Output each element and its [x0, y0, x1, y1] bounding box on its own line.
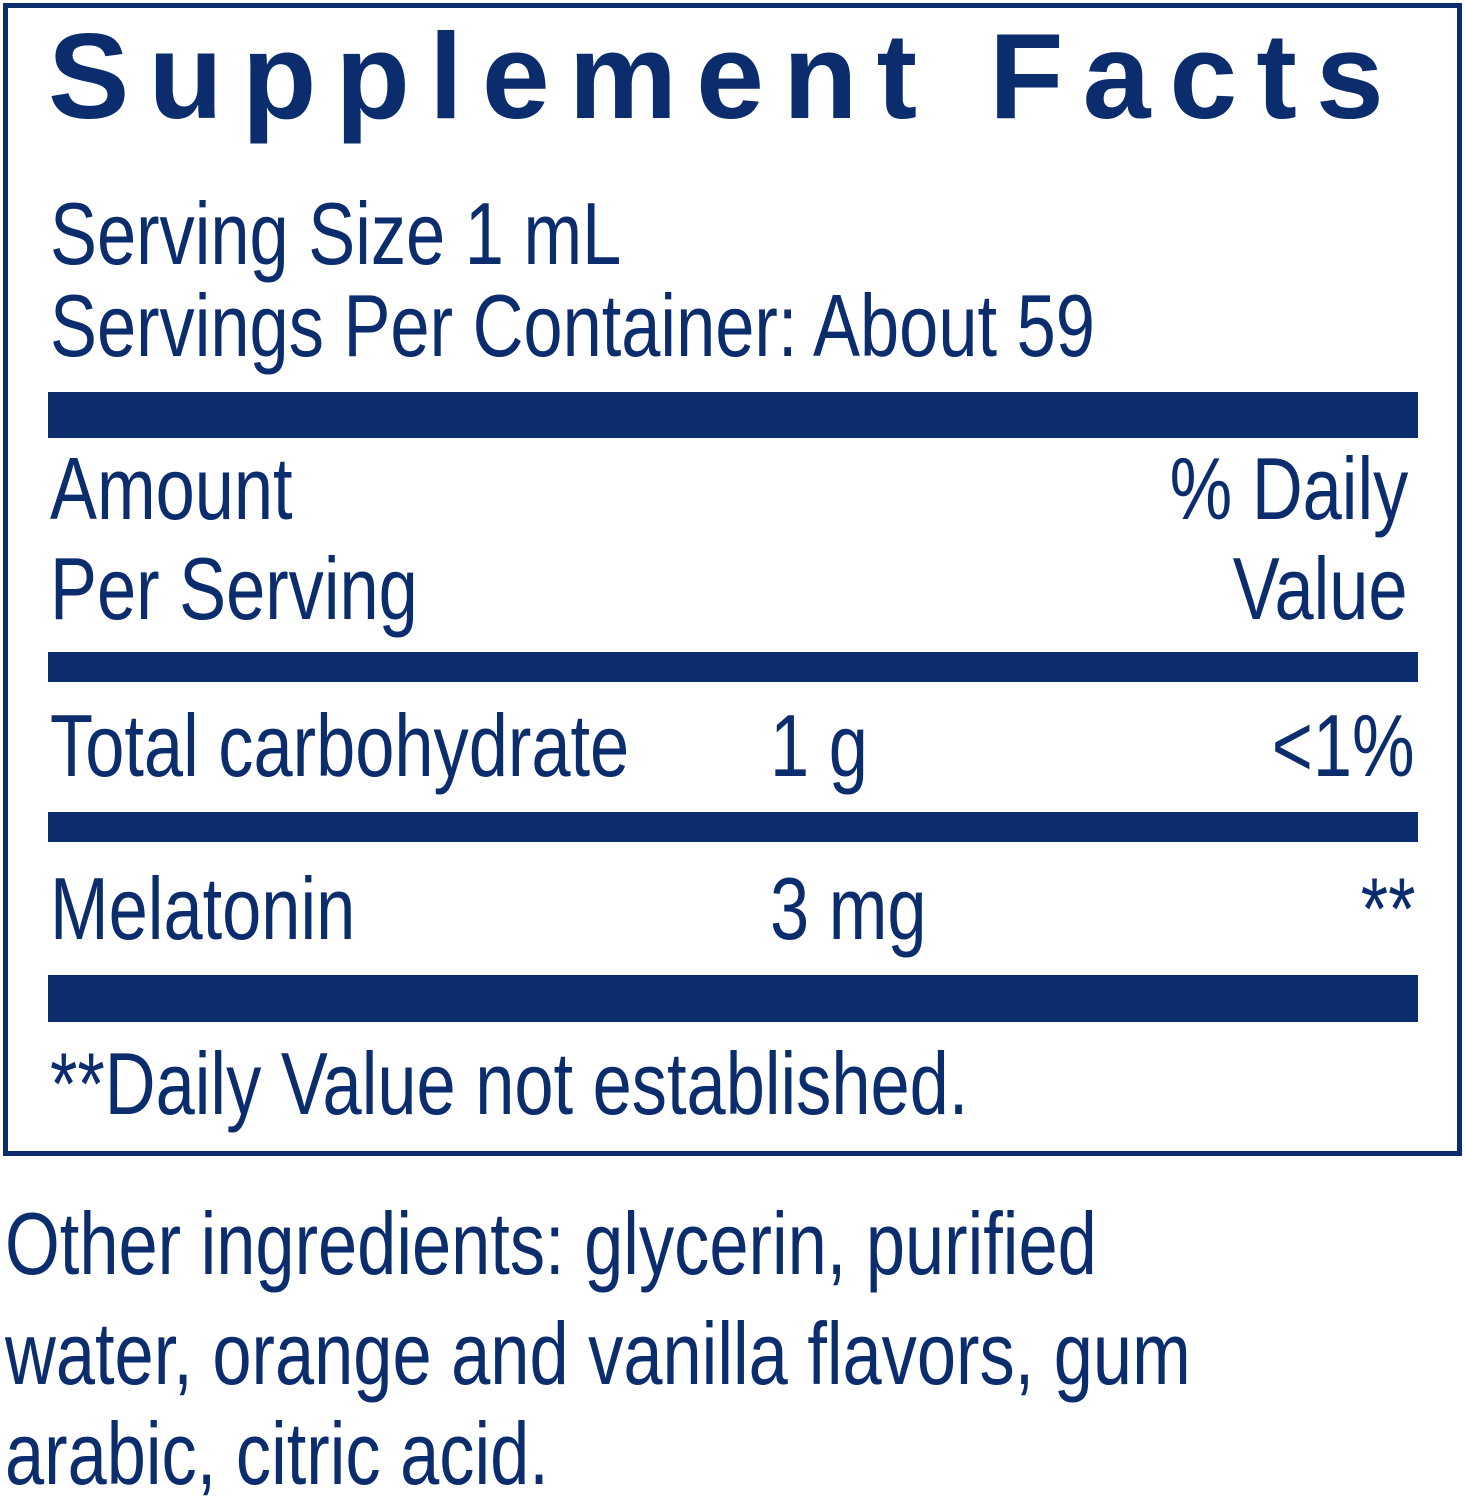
divider-medium: [48, 812, 1418, 842]
nutrient-name: Total carbohydrate: [50, 696, 630, 795]
serving-size: Serving Size 1 mL: [50, 184, 622, 283]
ingredients-line: water, orange and vanilla flavors, gum: [5, 1304, 1191, 1403]
supplement-facts-panel: [3, 3, 1462, 1156]
amount-header-line1: Amount: [50, 439, 293, 538]
panel-title: Supplement Facts: [48, 8, 1403, 144]
dv-header-line1: % Daily: [1169, 439, 1408, 538]
dv-header-line2: Value: [1233, 539, 1408, 638]
ingredients-line: arabic, citric acid.: [5, 1404, 549, 1503]
divider-thick: [48, 392, 1418, 438]
nutrient-amount: 3 mg: [770, 859, 927, 958]
nutrient-name: Melatonin: [50, 859, 356, 958]
footnote: **Daily Value not established.: [50, 1034, 969, 1133]
nutrient-amount: 1 g: [770, 696, 868, 795]
servings-per-container: Servings Per Container: About 59: [50, 276, 1095, 375]
amount-header-line2: Per Serving: [50, 539, 418, 638]
divider-medium: [48, 652, 1418, 682]
nutrient-dv: **: [1360, 859, 1415, 958]
ingredients-line: Other ingredients: glycerin, purified: [5, 1194, 1097, 1293]
nutrient-dv: <1%: [1272, 696, 1415, 795]
divider-thick: [48, 975, 1418, 1022]
